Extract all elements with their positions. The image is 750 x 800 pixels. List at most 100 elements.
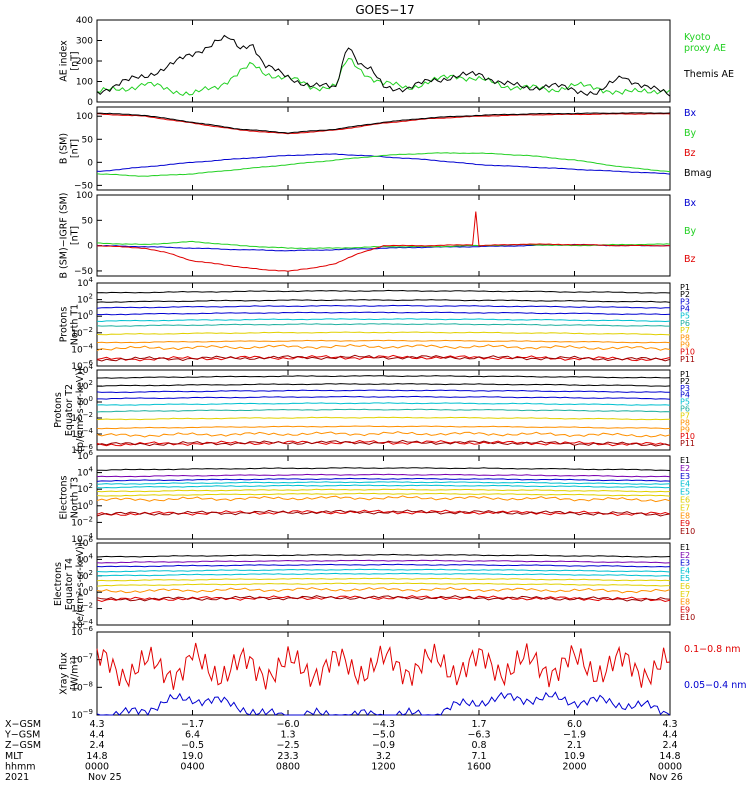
y-axis-label: Electrons — [59, 475, 70, 519]
y-axis-label: Xray flux — [59, 652, 70, 695]
channel-label-p9: P9 — [680, 340, 690, 349]
panel-frame — [96, 19, 671, 103]
channel-e1 — [96, 553, 671, 558]
channel-label-p5: P5 — [680, 398, 690, 407]
panel-en: Electrons North T310610410210010−210−4E1E… — [59, 449, 696, 545]
footer-value: −6.3 — [467, 730, 490, 741]
y-tick-label: 102 — [77, 569, 93, 582]
channel-e2 — [96, 473, 671, 478]
panel-ylabel: Electrons Equator T4 [e/(cm²-s-sr-keV)] — [53, 542, 86, 625]
footer-value: −1.9 — [563, 730, 586, 741]
channel-label-e6: E6 — [680, 582, 690, 591]
legend-entry: Bmag — [684, 168, 712, 179]
channel-p11 — [96, 354, 671, 362]
y-tick-label: 102 — [77, 379, 93, 392]
footer-value: 4.3 — [89, 719, 104, 730]
channel-label-p3: P3 — [680, 297, 690, 306]
channel-label-p1: P1 — [680, 283, 690, 292]
footer-value: 14.8 — [659, 751, 680, 762]
ephemeris-footer: X−GSMY−GSMZ−GSMMLThhmm20214.34.42.414.80… — [4, 719, 683, 783]
channel-p7 — [96, 331, 671, 336]
footer-value: 4.4 — [662, 730, 677, 741]
channel-p7 — [96, 416, 671, 421]
channel-p8 — [96, 425, 671, 430]
footer-row-label: hhmm — [5, 761, 36, 772]
panel-frame — [96, 631, 671, 716]
y-tick-label: 10−4 — [71, 532, 93, 545]
y-tick-label: 10−2 — [71, 326, 93, 339]
footer-value: 2.4 — [89, 740, 104, 751]
y-tick-label: 10−7 — [71, 653, 93, 666]
channel-label-p10: P10 — [680, 432, 695, 441]
footer-value: 19.0 — [182, 751, 203, 762]
channel-label-e4: E4 — [680, 566, 690, 575]
y-axis-label: [e/(cm²-s-sr-keV)] — [75, 542, 86, 625]
footer-value: 10.9 — [564, 751, 585, 762]
channel-label-e3: E3 — [680, 472, 690, 481]
y-tick-label: 0 — [87, 242, 93, 252]
channel-label-p3: P3 — [680, 384, 690, 393]
footer-value: 1.3 — [280, 730, 295, 741]
y-tick-label: 104 — [77, 276, 93, 289]
y-axis-label: Equator T4 — [64, 558, 75, 610]
y-tick-label: 106 — [77, 449, 93, 462]
y-tick-label: −50 — [74, 267, 93, 277]
panel-pe: Protons Equator T2 [p/(cm²-s-sr-keV)]104 10… — [53, 363, 695, 456]
legend-entry: Kyoto — [684, 32, 711, 43]
channel-p2 — [96, 299, 671, 303]
y-tick-label: 10−4 — [71, 618, 93, 631]
channel-label-p2: P2 — [680, 290, 690, 299]
y-axis-label: [p/(cm²-s-sr-keV)] — [75, 368, 86, 451]
legend-entry: By — [684, 226, 697, 237]
footer-value: 1200 — [371, 761, 395, 772]
footer-value: 0000 — [85, 761, 109, 772]
panel-frame — [96, 282, 671, 367]
footer-value: 0400 — [180, 761, 204, 772]
channel-p6 — [96, 323, 670, 327]
y-tick-label: 50 — [82, 135, 94, 145]
y-tick-label: 10−6 — [71, 625, 93, 638]
y-tick-label: 102 — [77, 293, 93, 306]
y-axis-label: Protons — [59, 307, 70, 343]
channel-label-p8: P8 — [680, 418, 690, 427]
channel-e10 — [96, 509, 671, 517]
channel-label-e1: E1 — [680, 456, 690, 465]
y-tick-label: 100 — [76, 78, 93, 88]
y-tick-label: 300 — [76, 37, 93, 47]
channel-p9 — [96, 343, 671, 351]
channel-p6 — [96, 408, 671, 413]
y-tick-label: 10−2 — [71, 602, 93, 615]
panel-ylabel: Electrons North T3 — [59, 475, 81, 519]
channel-label-e10: E10 — [680, 613, 695, 622]
channel-label-e8: E8 — [680, 511, 690, 520]
y-tick-label: 100 — [77, 585, 93, 598]
channel-label-e7: E7 — [680, 590, 690, 599]
channel-p9 — [96, 431, 671, 438]
channel-p5 — [96, 318, 671, 323]
footer-value: 4.3 — [662, 719, 677, 730]
panel-ylabel: Protons Equator T2 [p/(cm²-s-sr-keV)] — [53, 368, 86, 451]
y-tick-label: 400 — [76, 16, 93, 26]
footer-value: 1.7 — [471, 719, 486, 730]
channel-p1 — [97, 375, 671, 379]
footer-value: −4.3 — [372, 719, 395, 730]
legend-entry: proxy AE — [684, 43, 726, 54]
channel-label-p7: P7 — [680, 411, 690, 420]
channel-e8 — [96, 495, 671, 503]
y-tick-label: 200 — [76, 57, 93, 67]
series-bz — [96, 113, 671, 135]
series-bz — [96, 211, 671, 272]
legend-entry: Bz — [684, 254, 696, 265]
legend-entry: By — [684, 128, 697, 139]
channel-e1 — [97, 467, 671, 471]
footer-row-label: Y−GSM — [4, 730, 40, 741]
channel-e5 — [96, 484, 671, 489]
y-axis-label: [nT] — [70, 226, 81, 245]
y-tick-label: 10−2 — [71, 515, 93, 528]
panel-pn: Protons North T1 104 102 100 10−2 10−4 10−6 P1P2… — [59, 276, 696, 372]
channel-p5 — [96, 402, 671, 406]
legend-entry: Bx — [684, 198, 697, 209]
channel-label-p5: P5 — [680, 312, 690, 321]
footer-value: 7.1 — [471, 751, 486, 762]
footer-value: 1600 — [467, 761, 491, 772]
